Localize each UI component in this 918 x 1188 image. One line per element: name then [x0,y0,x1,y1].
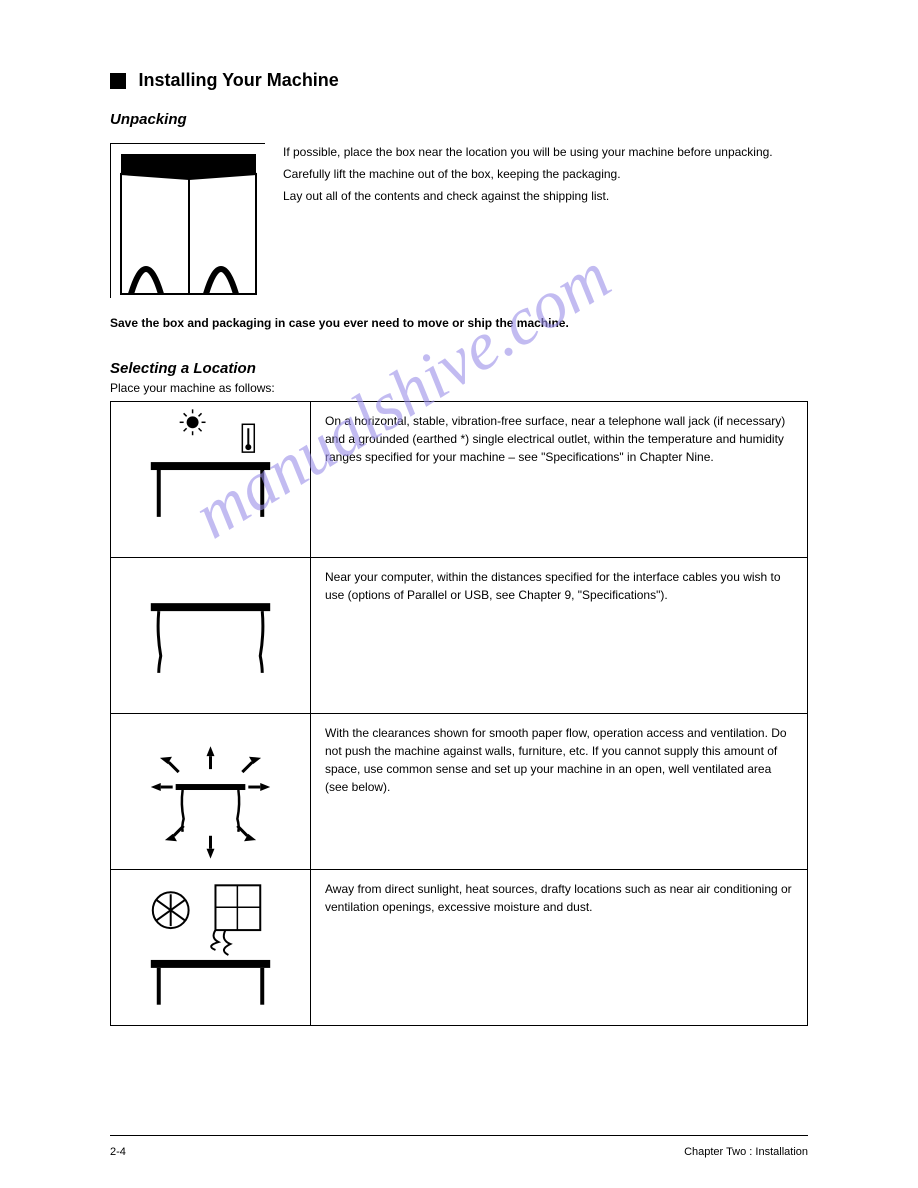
location-text: On a horizontal, stable, vibration-free … [311,402,807,557]
chapter-label: Chapter Two : Installation [684,1146,808,1158]
save-box-note: Save the box and packaging in case you e… [110,316,808,330]
unpack-section: Unpacking If possible, place the box nea… [110,111,808,330]
location-heading: Selecting a Location [110,360,808,377]
location-table: On a horizontal, stable, vibration-free … [110,401,808,1026]
location-subtitle: Place your machine as follows: [110,381,808,395]
clearance-illustration [111,714,311,869]
section-marker [110,73,126,89]
unpack-heading: Unpacking [110,111,808,128]
location-text: Near your computer, within the distances… [311,558,807,713]
box-illustration [110,143,265,298]
unpack-paragraph: If possible, place the box near the loca… [283,143,773,161]
location-row: Away from direct sunlight, heat sources,… [111,870,807,1025]
section-header: Installing Your Machine [110,70,808,91]
unpack-paragraph: Lay out all of the contents and check ag… [283,187,773,205]
footer: 2-4 Chapter Two : Installation [110,1146,808,1158]
section-title: Installing Your Machine [138,70,338,90]
location-text: Away from direct sunlight, heat sources,… [311,870,807,1025]
computer-distance-illustration [111,558,311,713]
location-text: With the clearances shown for smooth pap… [311,714,807,869]
footer-divider [110,1135,808,1136]
surface-illustration [111,402,311,557]
unpack-text: If possible, place the box near the loca… [283,143,773,298]
location-row: With the clearances shown for smooth pap… [111,714,807,870]
location-row: Near your computer, within the distances… [111,558,807,714]
location-row: On a horizontal, stable, vibration-free … [111,402,807,558]
page-number: 2-4 [110,1146,126,1158]
environment-illustration [111,870,311,1025]
location-section: Selecting a Location Place your machine … [110,360,808,1026]
unpack-paragraph: Carefully lift the machine out of the bo… [283,165,773,183]
unpack-content: If possible, place the box near the loca… [110,143,808,298]
